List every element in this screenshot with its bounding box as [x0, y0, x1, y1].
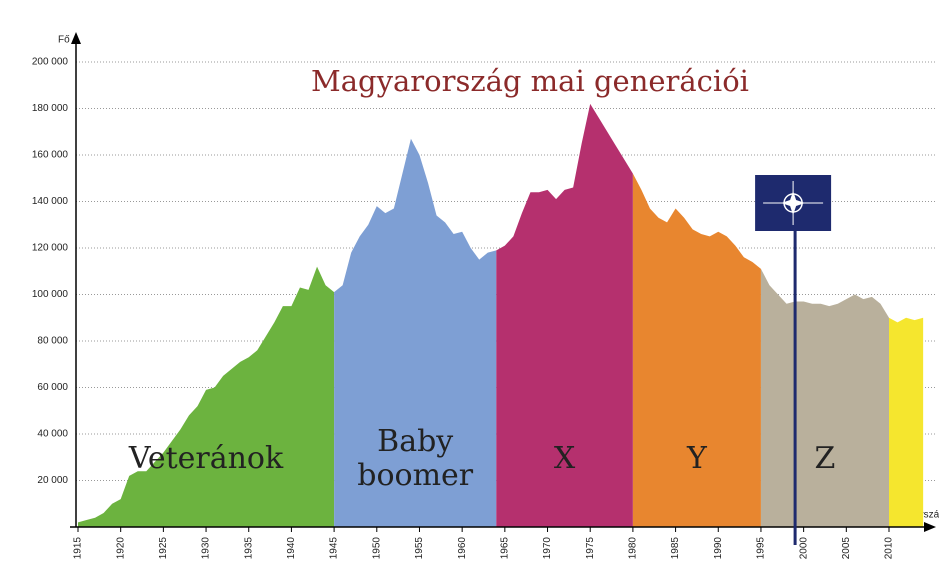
x-tick-label: 1990 — [713, 537, 724, 560]
x-tick-label: 1945 — [329, 537, 340, 560]
x-tick-label: 2010 — [884, 537, 895, 560]
segment-label: Baby — [377, 424, 453, 459]
x-tick-label: 1940 — [286, 537, 297, 560]
x-tick-label: 1975 — [585, 537, 596, 560]
area-segment — [496, 103, 633, 527]
area-segment — [889, 317, 924, 527]
x-tick-label: 1985 — [670, 537, 681, 560]
segment-label: X — [554, 441, 576, 476]
x-tick-label: 1930 — [201, 537, 212, 560]
x-tick-label: 1915 — [73, 537, 84, 560]
x-tick-label: 2000 — [798, 537, 809, 560]
x-tick-label: 1965 — [499, 537, 510, 560]
y-tick-label: 140 000 — [32, 196, 69, 207]
x-tick-label: 1935 — [243, 537, 254, 560]
y-tick-label: 40 000 — [37, 429, 68, 440]
x-tick-label: 1970 — [542, 537, 553, 560]
y-tick-label: 180 000 — [32, 103, 69, 114]
segment-label: Y — [686, 441, 708, 476]
y-axis-arrow — [71, 32, 81, 44]
y-tick-label: 20 000 — [37, 475, 68, 486]
x-tick-label: 1950 — [371, 537, 382, 560]
area-segment — [78, 266, 335, 527]
flag-star — [781, 191, 806, 215]
y-tick-label: 160 000 — [32, 150, 69, 161]
x-tick-label: 2005 — [841, 537, 852, 560]
x-tick-label: 1960 — [457, 537, 468, 560]
x-tick-label: 1995 — [756, 537, 767, 560]
y-axis-label: Fő — [58, 35, 70, 46]
segment-label: Veteránok — [128, 441, 284, 476]
x-tick-label: 1955 — [414, 537, 425, 560]
area-segment — [334, 138, 497, 527]
x-axis-arrow — [924, 522, 936, 532]
area-segment — [632, 173, 761, 527]
x-tick-label: 1980 — [628, 537, 639, 560]
y-tick-label: 120 000 — [32, 243, 69, 254]
x-tick-label: 1925 — [158, 537, 169, 560]
y-tick-label: 80 000 — [37, 336, 68, 347]
y-tick-label: 200 000 — [32, 57, 69, 68]
chart-title: Magyarország mai generációi — [311, 64, 749, 98]
y-tick-label: 100 000 — [32, 289, 69, 300]
segment-label: Z — [815, 441, 836, 476]
y-tick-label: 60 000 — [37, 382, 68, 393]
area-segment — [760, 268, 889, 527]
segment-label: boomer — [357, 458, 474, 493]
x-tick-label: 1920 — [115, 537, 126, 560]
